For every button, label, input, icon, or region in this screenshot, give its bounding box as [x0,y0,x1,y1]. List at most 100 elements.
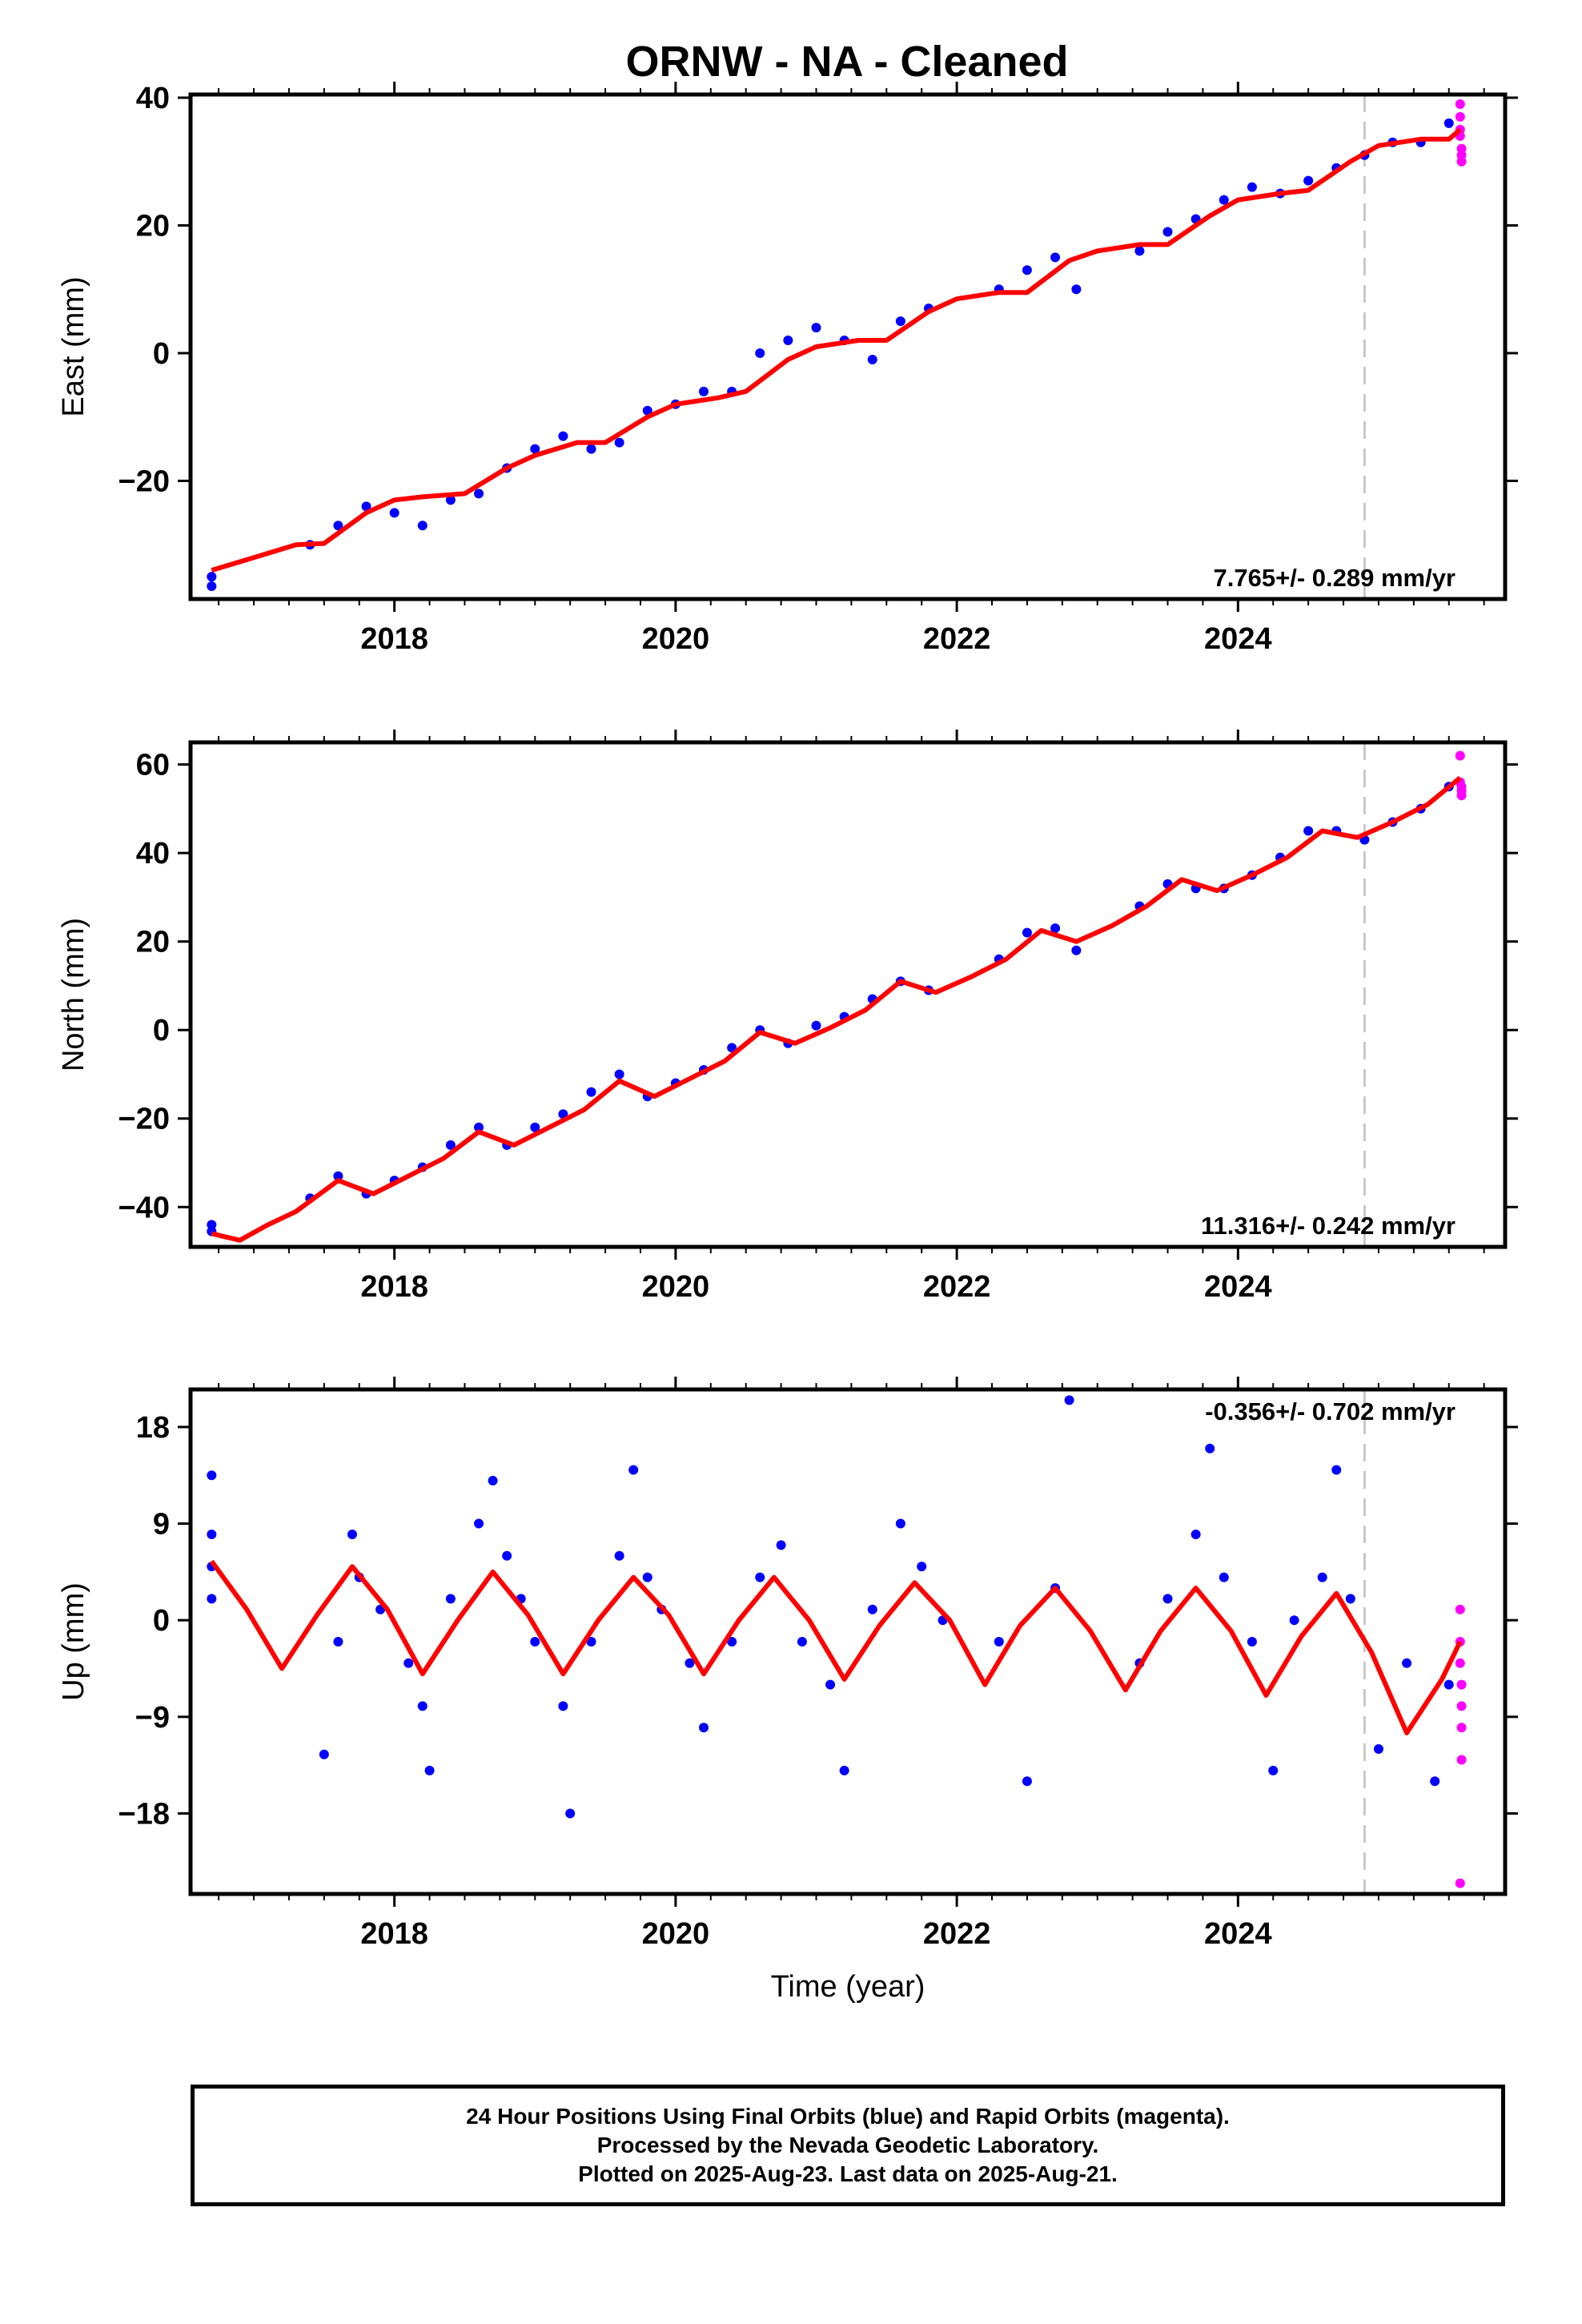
east-rate-label: 7.765+/- 0.289 mm/yr [1214,564,1456,592]
up-final-point [628,1465,639,1475]
north-final-point [333,1171,343,1181]
up-final-point [319,1749,329,1759]
up-final-point [776,1540,786,1550]
east-final-point [1247,182,1257,192]
up-ytick-label: 0 [153,1604,170,1638]
north-final-point [530,1122,540,1132]
north-final-point [586,1087,596,1097]
east-xtick-label: 2018 [360,622,428,656]
caption-box: 24 Hour Positions Using Final Orbits (bl… [191,2085,1505,2206]
up-ytick-label: 18 [136,1411,170,1445]
east-final-point [1134,246,1145,256]
north-ytick-label: 20 [136,926,170,959]
east-final-point [1050,252,1061,263]
up-final-point [1162,1594,1173,1604]
up-final-point [1219,1572,1229,1582]
up-frame [188,1387,1508,1896]
up-rapid-point [1456,1679,1467,1690]
up-rapid-point [1455,1604,1465,1614]
east-ylabel: East (mm) [57,276,90,416]
up-rapid-point [1456,1701,1467,1711]
north-final-point [474,1122,484,1132]
up-final-point [207,1470,217,1481]
east-final-point [895,316,905,327]
east-ytick-label: 0 [153,337,170,371]
north-xtick-label: 2018 [360,1270,428,1304]
east-rapid-point [1456,156,1467,167]
north-rapid-point [1455,750,1465,761]
up-final-point [917,1562,927,1572]
up-final-point [558,1701,568,1711]
north-final-point [1050,923,1061,934]
north-model-line [211,775,1462,1243]
up-final-point [839,1765,849,1775]
east-final-point [1443,118,1454,128]
up-panel: 2018 2020 2022 2024 −18 −9 0 9 18 Up (mm) Time (ye… [57,1377,1518,2004]
east-final-point [389,508,400,518]
east-final-point [1162,227,1173,237]
up-xtick-label: 2020 [642,1917,710,1951]
up-final-point [586,1637,596,1647]
north-final-point [445,1140,456,1150]
up-final-point [895,1518,905,1529]
east-model-line [211,127,1462,573]
up-ylabel: Up (mm) [57,1582,90,1701]
up-final-point [1191,1529,1201,1539]
east-final-point [474,489,484,499]
up-final-point [1373,1744,1383,1755]
east-final-point [445,495,456,505]
up-final-point [530,1637,540,1647]
east-final-point [783,336,793,346]
east-ytick-label: 20 [136,209,170,243]
east-data [207,99,1467,592]
east-final-point [811,323,821,333]
up-final-point [1289,1615,1299,1626]
north-panel: 2018 2020 2022 2024 −40 −20 0 20 40 60 North (mm) 1… [57,730,1518,1304]
east-frame [188,92,1508,601]
up-final-point [642,1572,652,1582]
north-final-point [811,1020,821,1031]
up-final-point [474,1518,484,1529]
up-xtick-label: 2022 [923,1917,991,1951]
up-final-point [347,1529,357,1539]
up-final-point [1430,1776,1440,1787]
east-final-point [558,431,568,441]
up-ytick-label: 9 [153,1508,170,1542]
east-final-point [698,386,709,396]
east-final-point [417,521,428,531]
east-xtick-label: 2020 [642,622,710,656]
up-final-point [1268,1765,1279,1775]
up-final-point [424,1765,435,1775]
up-rapid-point [1456,1723,1467,1733]
up-final-point [1443,1679,1454,1690]
east-final-point [755,348,765,358]
north-ytick-label: −40 [118,1191,170,1224]
north-ylabel: North (mm) [57,918,90,1072]
north-final-point [1071,945,1082,955]
north-rate-label: 11.316+/- 0.242 mm/yr [1201,1212,1456,1240]
north-ytick-label: 0 [153,1014,170,1047]
east-final-point [207,581,217,592]
up-final-point [1345,1594,1355,1604]
up-ytick-label: −9 [135,1701,170,1735]
north-xtick-label: 2022 [923,1270,991,1304]
up-final-point [1205,1443,1215,1454]
north-frame [188,740,1508,1249]
up-final-point [333,1637,343,1647]
east-final-point [1219,195,1229,205]
up-final-point [755,1572,765,1582]
east-final-point [333,521,343,531]
east-final-point [361,501,371,512]
up-final-point [825,1679,836,1690]
up-final-point [207,1529,217,1539]
up-ytick-label: −18 [118,1797,170,1831]
east-final-point [614,437,624,448]
caption-line-1: 24 Hour Positions Using Final Orbits (bl… [466,2104,1230,2129]
up-final-point [994,1637,1004,1647]
up-final-point [698,1723,709,1733]
up-xtick-label: 2024 [1204,1917,1272,1951]
east-final-point [1022,265,1032,275]
up-model-line [209,1559,1463,1735]
up-final-point [685,1658,695,1668]
